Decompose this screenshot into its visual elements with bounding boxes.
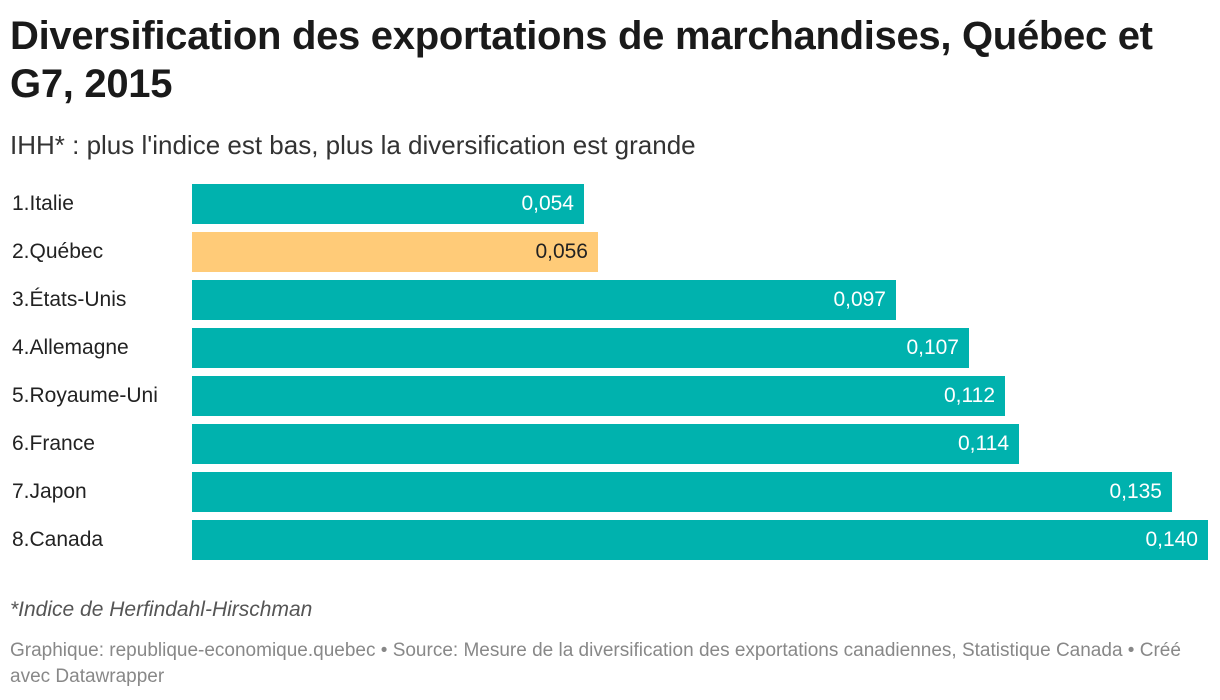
bar	[192, 328, 969, 368]
value-label: 0,140	[1145, 528, 1198, 551]
value-label: 0,056	[535, 240, 588, 263]
bar-row: 2.Québec 0,056	[0, 228, 1220, 276]
chart-subtitle: IHH* : plus l'indice est bas, plus la di…	[10, 130, 696, 160]
value-label: 0,097	[833, 288, 886, 311]
value-label: 0,135	[1109, 480, 1162, 503]
source-credit: Graphique: republique-economique.quebec …	[10, 640, 1181, 687]
bar	[192, 472, 1172, 512]
bar-row: 3.États-Unis 0,097	[0, 276, 1220, 324]
bar-row: 7.Japon 0,135	[0, 468, 1220, 516]
bar-chart: 1.Italie 0,054 2.Québec 0,056 3.États-Unis 0,…	[0, 180, 1220, 564]
footnote: *Indice de Herfindahl-Hirschman	[10, 598, 313, 621]
chart-title: Diversification des exportations de marc…	[10, 14, 1153, 106]
bar-row: 8.Canada 0,140	[0, 516, 1220, 564]
bar-row: 5.Royaume-Uni 0,112	[0, 372, 1220, 420]
bar	[192, 184, 584, 224]
bar	[192, 376, 1005, 416]
bar	[192, 520, 1208, 560]
value-label: 0,107	[906, 336, 959, 359]
category-label: 7.Japon	[12, 480, 87, 503]
category-label: 8.Canada	[12, 528, 104, 551]
category-label: 4.Allemagne	[12, 336, 129, 359]
bar	[192, 424, 1019, 464]
bar-row: 6.France 0,114	[0, 420, 1220, 468]
bar-row: 1.Italie 0,054	[0, 180, 1220, 228]
value-label: 0,054	[521, 192, 574, 215]
category-label: 1.Italie	[12, 192, 74, 215]
category-label: 6.France	[12, 432, 95, 455]
value-label: 0,112	[944, 384, 995, 407]
bar-row: 4.Allemagne 0,107	[0, 324, 1220, 372]
category-label: 2.Québec	[12, 240, 104, 263]
value-label: 0,114	[958, 432, 1009, 455]
category-label: 5.Royaume-Uni	[12, 384, 158, 407]
bar-highlight	[192, 232, 598, 272]
category-label: 3.États-Unis	[12, 288, 127, 311]
bar	[192, 280, 896, 320]
